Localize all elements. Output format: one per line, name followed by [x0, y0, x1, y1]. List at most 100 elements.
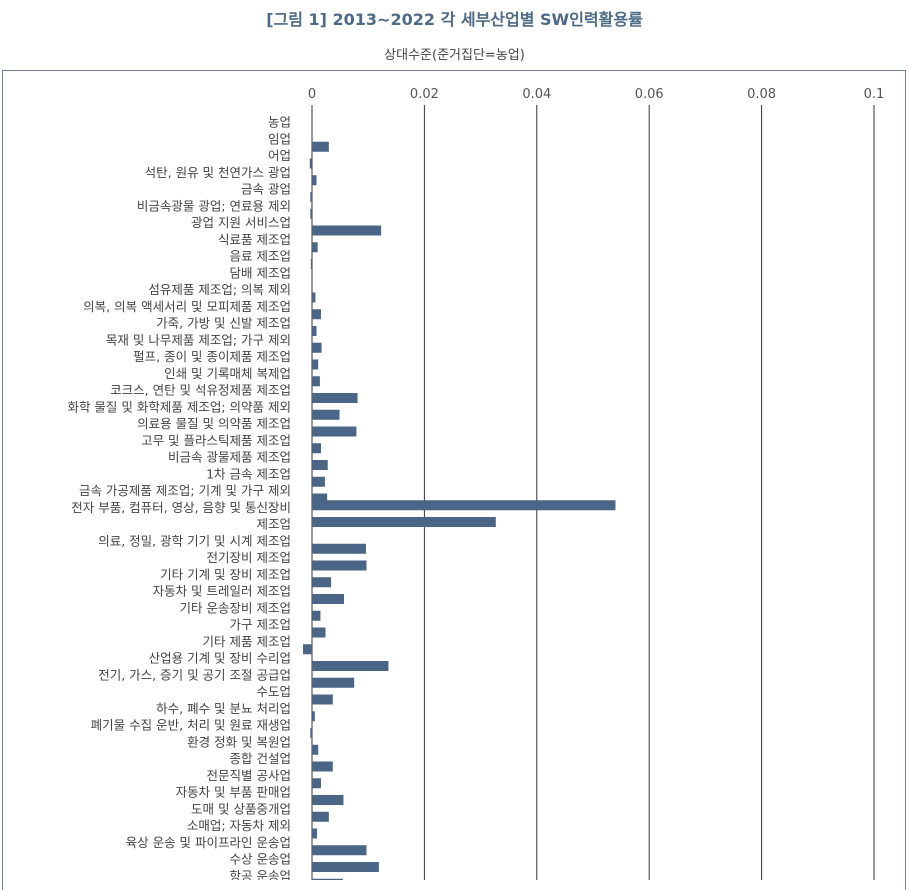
bar	[312, 778, 321, 789]
category-label: 환경 정화 및 복원업	[187, 734, 291, 749]
bar	[312, 443, 321, 454]
bar	[312, 610, 321, 621]
category-label: 농업	[268, 115, 291, 130]
category-label: 담배 제조업	[230, 265, 291, 280]
category-label: 전기장비 제조업	[207, 550, 291, 565]
category-label: 비금속 광물제품 제조업	[168, 450, 291, 465]
bar	[310, 192, 312, 202]
category-label: 자동차 및 부품 판매업	[176, 785, 291, 800]
bar	[312, 342, 322, 353]
category-label: 고무 및 플라스틱제품 제조업	[141, 433, 291, 448]
category-label: 광업 지원 서비스업	[191, 215, 291, 230]
x-tick-label: 0	[308, 87, 316, 102]
category-label: 소매업; 자동차 제외	[187, 818, 291, 833]
bar	[312, 661, 389, 671]
x-tick-label: 0.08	[747, 87, 776, 102]
bar	[312, 292, 316, 303]
category-label: 기타 기계 및 장비 제조업	[160, 567, 291, 582]
category-label: 금속 가공제품 제조업; 기계 및 가구 제외	[79, 483, 291, 498]
chart-title: [그림 1] 2013~2022 각 세부산업별 SW인력활용률	[266, 10, 643, 29]
category-label: 임업	[268, 131, 291, 146]
category-label: 전자 부품, 컴퓨터, 영상, 음향 및 통신장비	[71, 500, 291, 515]
bar	[310, 208, 312, 219]
bar	[312, 409, 340, 420]
category-label: 식료품 제조업	[218, 232, 291, 247]
bar	[312, 560, 367, 571]
bar	[312, 225, 382, 236]
category-label: 인쇄 및 기록매체 복제업	[164, 366, 291, 381]
bar	[312, 677, 355, 688]
category-label: 가죽, 가방 및 신발 제조업	[156, 316, 291, 331]
bar	[310, 259, 312, 269]
category-label: 산업용 기계 및 장비 수리업	[149, 651, 291, 666]
category-label: 기타 운송장비 제조업	[180, 600, 291, 615]
category-label: 의복, 의복 액세서리 및 모피제품 제조업	[83, 299, 291, 314]
bar	[312, 577, 332, 588]
category-label: 목재 및 나무제품 제조업; 가구 제외	[106, 332, 291, 347]
x-tick-label: 0.02	[410, 87, 439, 102]
bar	[312, 141, 329, 152]
bar	[312, 878, 343, 880]
category-label: 화학 물질 및 화학제품 제조업; 의약품 제외	[67, 399, 291, 414]
bar	[312, 493, 328, 504]
category-label: 기타 제품 제조업	[203, 634, 291, 649]
bar	[312, 426, 357, 437]
bar	[312, 517, 496, 527]
x-tick-label: 0.04	[522, 87, 551, 102]
bar	[312, 393, 358, 403]
bar	[312, 242, 318, 253]
category-label: 펄프, 종이 및 종이제품 제조업	[133, 349, 291, 364]
chart-subtitle: 상대수준(준거집단=농업)	[384, 48, 525, 63]
bar	[312, 326, 317, 336]
category-label: 전문직별 공사업	[207, 768, 291, 783]
category-label: 도매 및 상품중개업	[191, 801, 291, 816]
category-label: 의료, 정밀, 광학 기기 및 시계 제조업	[98, 533, 291, 548]
bar	[312, 828, 318, 839]
category-label: 금속 광업	[241, 182, 291, 197]
category-label: 항공 운송업	[230, 868, 291, 880]
x-tick-label: 0.06	[635, 87, 664, 102]
bar	[312, 795, 344, 805]
category-label: 종합 건설업	[230, 751, 291, 766]
category-label: 수상 운송업	[230, 852, 291, 867]
category-label: 음료 제조업	[230, 249, 291, 264]
bar	[312, 500, 616, 511]
bar	[312, 594, 345, 604]
category-label: 석탄, 원유 및 천연가스 광업	[145, 165, 291, 180]
category-label: 폐기물 수집 운반, 처리 및 원료 재생업	[91, 718, 291, 733]
x-tick-label: 0.1	[864, 87, 885, 102]
category-label: 가구 제조업	[230, 617, 291, 632]
category-label: 의료용 물질 및 의약품 제조업	[137, 416, 291, 431]
category-label: 하수, 폐수 및 분뇨 처리업	[156, 701, 291, 716]
category-label: 수도업	[256, 684, 291, 699]
bar	[312, 694, 333, 705]
bar	[312, 376, 320, 387]
bar	[312, 627, 326, 638]
category-label: 비금속광물 광업; 연료용 제외	[137, 198, 291, 213]
bar	[312, 761, 333, 772]
category-label: 코크스, 연탄 및 석유정제품 제조업	[110, 383, 291, 398]
bar	[312, 359, 319, 370]
category-label: 1차 금속 제조업	[206, 466, 291, 481]
bar	[312, 476, 325, 487]
bar	[312, 309, 321, 320]
bar	[312, 811, 329, 822]
bar	[312, 175, 317, 186]
bar	[312, 711, 315, 722]
plot-frame	[2, 70, 906, 890]
bar	[312, 744, 319, 755]
bar	[312, 845, 367, 856]
bar	[312, 460, 328, 470]
category-label: 제조업	[256, 517, 291, 532]
category-label: 섬유제품 제조업; 의복 제외	[148, 282, 291, 297]
category-label: 육상 운송 및 파이프라인 운송업	[126, 835, 291, 850]
category-label: 어업	[268, 148, 291, 163]
bar	[303, 644, 312, 655]
bar	[310, 728, 312, 738]
bar	[312, 543, 366, 554]
category-label: 전기, 가스, 증기 및 공기 조절 공급업	[98, 667, 291, 682]
category-label: 자동차 및 트레일러 제조업	[153, 584, 291, 599]
bar	[312, 862, 379, 872]
bar	[309, 158, 312, 169]
